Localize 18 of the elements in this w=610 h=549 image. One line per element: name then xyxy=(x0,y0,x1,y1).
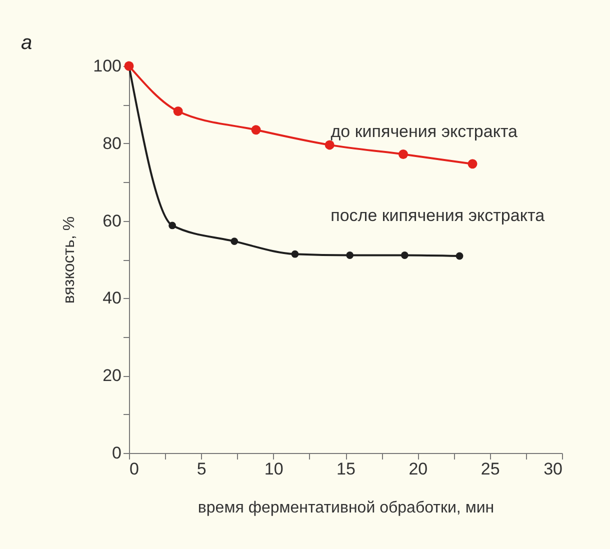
y-tick-label: 0 xyxy=(112,444,122,462)
series-label: до кипячения экстракта xyxy=(330,122,518,141)
x-tick-label: 20 xyxy=(408,460,428,478)
y-tick-label: 60 xyxy=(102,211,122,230)
x-tick-label: 5 xyxy=(196,460,206,478)
chart-title: a xyxy=(21,32,32,54)
y-tick-label: 100 xyxy=(93,56,122,76)
series-label: после кипячения экстракта xyxy=(330,206,546,226)
y-axis-title: вязкость, % xyxy=(61,216,78,304)
y-tick-label: 20 xyxy=(102,366,122,386)
x-tick-label: 25 xyxy=(480,460,500,478)
x-tick-label: 10 xyxy=(264,460,284,478)
x-axis-title: время ферментативной обработки, мин xyxy=(198,500,494,516)
x-tick-label: 30 xyxy=(544,460,562,478)
y-tick-label: 80 xyxy=(102,134,122,153)
x-tick-label: 15 xyxy=(336,460,356,478)
y-tick-label: 40 xyxy=(102,288,122,308)
x-tick-label: 0 xyxy=(130,460,139,478)
